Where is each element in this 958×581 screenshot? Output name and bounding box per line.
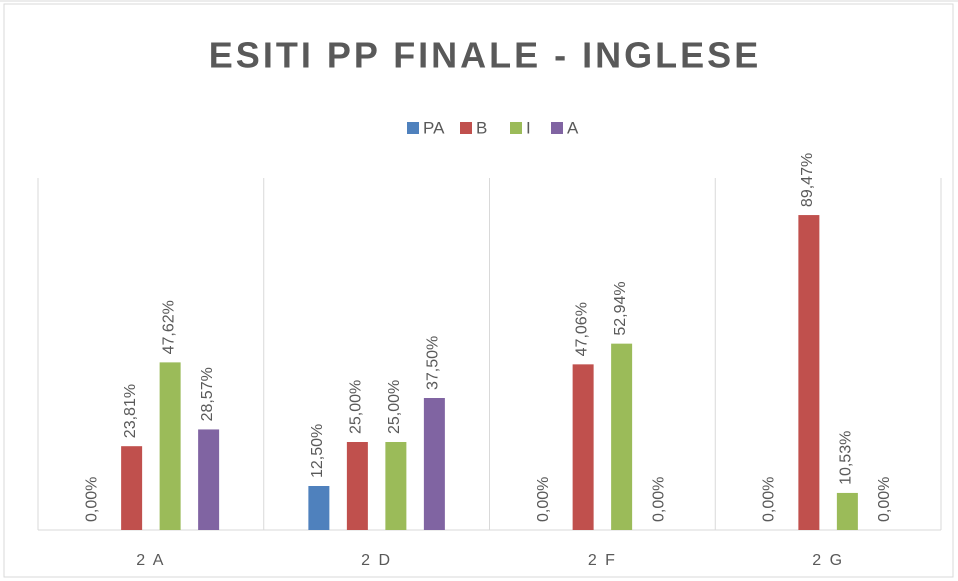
bar: [572, 364, 594, 530]
bar: [198, 429, 220, 530]
bar: [423, 398, 445, 530]
legend-label: A: [567, 118, 579, 137]
x-tick-label: 2 G: [812, 552, 844, 569]
data-label: 37,50%: [425, 336, 442, 390]
data-label: 23,81%: [122, 384, 139, 438]
data-label: 47,62%: [160, 300, 177, 354]
data-label: 0,00%: [761, 477, 778, 522]
data-label: 0,00%: [876, 477, 893, 522]
x-tick-label: 2 A: [136, 552, 165, 569]
bar: [611, 343, 633, 530]
bar: [159, 362, 181, 530]
x-tick-label: 2 D: [361, 552, 392, 569]
legend-swatch: [510, 122, 522, 134]
x-tick-label: 2 F: [588, 552, 617, 569]
data-label: 25,00%: [348, 380, 365, 434]
legend-label: I: [526, 118, 531, 137]
data-label: 47,06%: [573, 302, 590, 356]
data-label: 12,50%: [309, 424, 326, 478]
bar: [798, 215, 820, 530]
data-label: 0,00%: [83, 477, 100, 522]
data-label: 28,57%: [199, 367, 216, 421]
data-label: 52,94%: [612, 281, 629, 335]
data-label: 0,00%: [650, 477, 667, 522]
data-label: 89,47%: [799, 153, 816, 207]
legend-label: PA: [423, 118, 445, 137]
bar: [121, 446, 143, 530]
data-label: 0,00%: [535, 477, 552, 522]
bar: [308, 486, 330, 530]
chart-title: ESITI PP FINALE - INGLESE: [209, 35, 761, 76]
legend-swatch: [407, 122, 419, 134]
bar: [385, 442, 407, 530]
legend-swatch: [460, 122, 472, 134]
bar: [346, 442, 368, 530]
bar: [836, 492, 858, 530]
legend-swatch: [551, 122, 563, 134]
data-label: 10,53%: [838, 431, 855, 485]
legend-label: B: [476, 118, 487, 137]
data-label: 25,00%: [386, 380, 403, 434]
